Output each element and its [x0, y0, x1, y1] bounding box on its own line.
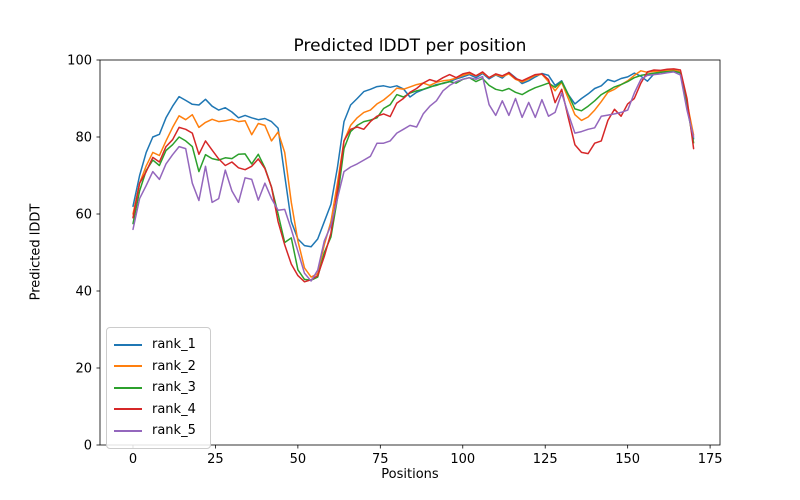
- series-rank_3: [132, 70, 695, 281]
- legend-entry: rank_2: [114, 356, 196, 378]
- series-rank_4: [132, 68, 695, 283]
- x-tick-label: 50: [290, 452, 307, 467]
- legend: rank_1 rank_2 rank_3 rank_4 rank_5: [106, 327, 211, 449]
- legend-label: rank_2: [152, 358, 196, 374]
- y-tick-label: 60: [75, 208, 92, 223]
- legend-label: rank_5: [152, 423, 196, 439]
- legend-label: rank_3: [152, 380, 196, 396]
- legend-line-swatch: [114, 343, 142, 346]
- y-tick-label: 20: [75, 362, 92, 377]
- y-tick-label: 80: [75, 131, 92, 146]
- y-tick-label: 100: [67, 54, 92, 69]
- legend-entry: rank_4: [114, 399, 196, 421]
- axes-spines: [99, 59, 721, 446]
- series-rank_2: [132, 69, 695, 278]
- series-rank_1: [132, 70, 695, 248]
- legend-line-swatch: [114, 408, 142, 411]
- legend-line-swatch: [114, 386, 142, 389]
- legend-line-swatch: [114, 365, 142, 368]
- legend-label: rank_4: [152, 401, 196, 417]
- legend-entry: rank_5: [114, 420, 196, 442]
- x-tick-label: 125: [533, 452, 558, 467]
- legend-entry: rank_3: [114, 377, 196, 399]
- x-axis-label: Positions: [381, 467, 439, 482]
- x-tick-label: 100: [450, 452, 475, 467]
- legend-line-swatch: [114, 429, 142, 432]
- legend-entry: rank_1: [114, 334, 196, 356]
- y-tick-label: 0: [84, 439, 92, 454]
- legend-label: rank_1: [152, 337, 196, 353]
- x-tick-label: 175: [698, 452, 723, 467]
- x-tick-label: 25: [207, 452, 224, 467]
- x-tick-label: 150: [615, 452, 640, 467]
- x-tick-label: 75: [372, 452, 389, 467]
- chart-title: Predicted lDDT per position: [293, 36, 527, 56]
- x-tick-label: 0: [129, 452, 137, 467]
- y-tick-label: 40: [75, 285, 92, 300]
- y-axis-label: Predicted lDDT: [28, 203, 44, 301]
- series-rank_5: [132, 71, 695, 282]
